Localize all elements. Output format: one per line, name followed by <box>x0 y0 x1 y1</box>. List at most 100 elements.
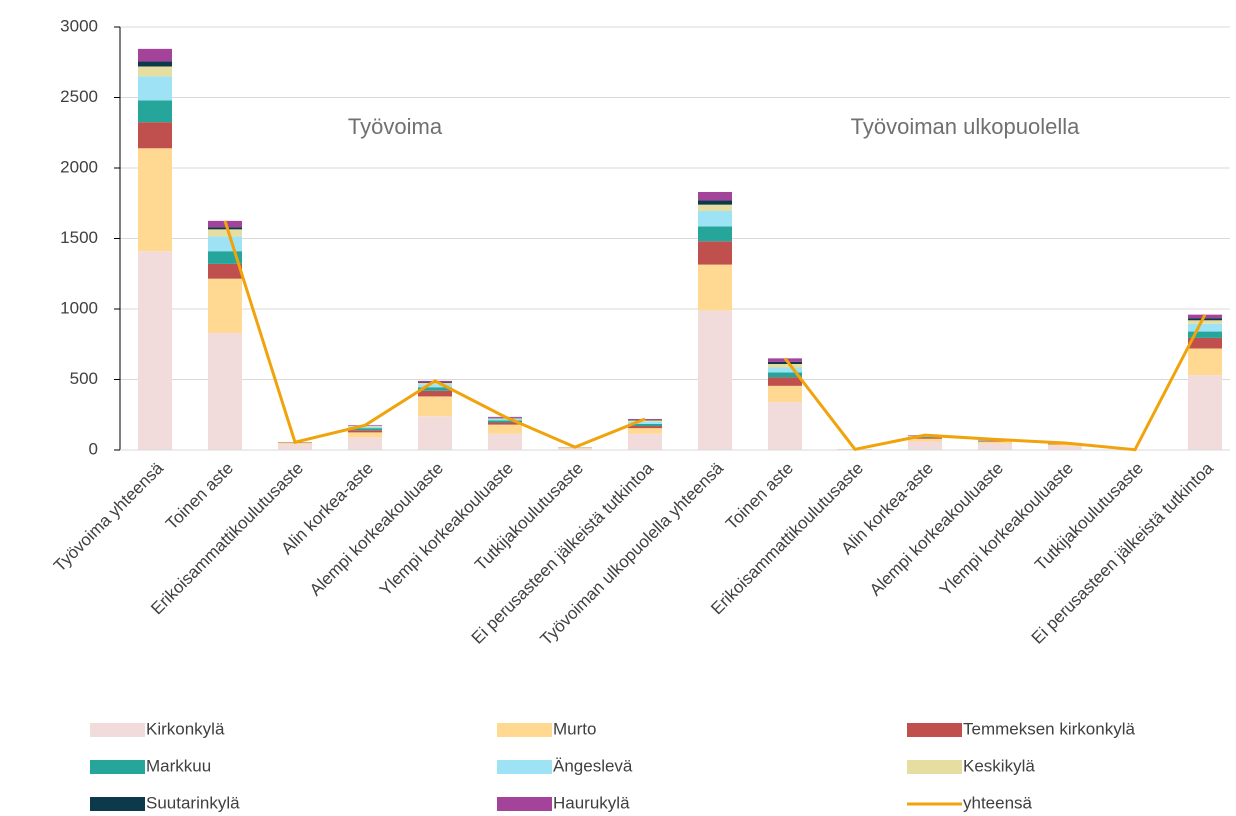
bar-segment <box>1188 337 1222 349</box>
bar-segment <box>908 441 942 450</box>
bar-segment <box>138 122 172 149</box>
bar-segment <box>418 387 452 391</box>
bar-segment <box>768 402 802 450</box>
bar-segment <box>418 390 452 397</box>
bar-segment <box>908 438 942 442</box>
bar-segment <box>698 204 732 212</box>
x-tick-label: Ylempi korkeakouluaste <box>936 459 1077 600</box>
bar-segment <box>908 436 942 438</box>
bar-segment <box>488 420 522 423</box>
legend-swatch <box>497 760 552 774</box>
legend-swatch <box>90 760 145 774</box>
bar-segment <box>768 372 802 378</box>
bar-segment <box>698 241 732 265</box>
bar-segment <box>768 385 802 403</box>
bar-segment <box>348 428 382 431</box>
bar-segment <box>348 437 382 450</box>
bar-segment <box>348 432 382 438</box>
bar-segment <box>488 433 522 450</box>
y-tick-label: 0 <box>89 439 98 458</box>
bar-segment <box>628 426 662 429</box>
annotation: Työvoima <box>348 114 443 139</box>
bar-segment <box>628 421 662 424</box>
bar-segment <box>628 420 662 422</box>
bar-segment <box>138 100 172 123</box>
bar-segment <box>418 383 452 385</box>
y-tick-label: 1500 <box>60 228 98 247</box>
bar-segment <box>138 148 172 252</box>
legend-label: Markkuu <box>146 756 211 775</box>
legend-label: Keskikylä <box>963 756 1035 775</box>
bar-segment <box>1188 375 1222 450</box>
bar-segment <box>278 444 312 450</box>
bar-segment <box>1048 445 1082 450</box>
bar-segment <box>978 440 1012 442</box>
legend-swatch <box>90 797 145 811</box>
x-tick-label: Toinen aste <box>162 459 237 534</box>
bar-segment <box>1188 348 1222 376</box>
bar-segment <box>208 229 242 237</box>
bar-segment <box>488 418 522 421</box>
bar-segment <box>768 361 802 364</box>
line-series <box>223 220 1207 452</box>
bar-segment <box>628 423 662 427</box>
bar-segment <box>488 424 522 434</box>
bar-segment <box>138 251 172 450</box>
legend-swatch <box>907 760 962 774</box>
bar-segment <box>1048 444 1082 446</box>
legend-swatch <box>907 723 962 737</box>
legend-label: yhteensä <box>963 793 1033 812</box>
bar-segment <box>978 443 1012 450</box>
bar-segment <box>348 426 382 429</box>
legend-label: Suutarinkylä <box>146 793 240 812</box>
y-tick-label: 1000 <box>60 298 98 317</box>
bar-segment <box>138 76 172 101</box>
bar-segment <box>698 310 732 450</box>
bar-segment <box>1188 318 1222 321</box>
y-tick-label: 500 <box>70 369 98 388</box>
annotation: Työvoiman ulkopuolella <box>851 114 1080 139</box>
bar-segment <box>1188 320 1222 324</box>
bar-segment <box>208 263 242 279</box>
bar-segment <box>628 428 662 434</box>
bar-segment <box>138 61 172 67</box>
bar-segment <box>628 433 662 450</box>
legend-label: Haurukylä <box>553 793 630 812</box>
bar-segment <box>908 437 942 439</box>
bar-segment <box>418 416 452 450</box>
bar-segment <box>418 384 452 388</box>
x-tick-label: Alempi korkeakouluaste <box>306 459 447 600</box>
bar-segment <box>418 396 452 417</box>
bar-segment <box>698 191 732 201</box>
bar-segment <box>1188 331 1222 338</box>
bar-segment <box>978 441 1012 444</box>
bar-segment <box>138 66 172 77</box>
bar-segment <box>768 367 802 373</box>
legend-label: Kirkonkylä <box>146 719 225 738</box>
bar-segment <box>698 264 732 311</box>
y-tick-label: 2500 <box>60 87 98 106</box>
y-tick-label: 2000 <box>60 157 98 176</box>
x-tick-label: Toinen aste <box>722 459 797 534</box>
bar-segment <box>208 278 242 333</box>
bar-segment <box>138 48 172 62</box>
bar-segment <box>698 226 732 242</box>
legend-swatch <box>90 723 145 737</box>
bar-segment <box>208 236 242 252</box>
bar-segment <box>768 377 802 386</box>
bar-segment <box>208 227 242 230</box>
legend-swatch <box>497 797 552 811</box>
bar-segment <box>488 418 522 419</box>
x-tick-label: Työvoima yhteensä <box>50 458 167 575</box>
legend-swatch <box>497 723 552 737</box>
bar-segment <box>208 332 242 450</box>
x-tick-label: Ylempi korkeakouluaste <box>376 459 517 600</box>
legend-label: Ängeslevä <box>553 756 633 775</box>
bar-segment <box>768 363 802 368</box>
bar-segment <box>208 251 242 264</box>
bar-segment <box>348 430 382 433</box>
bar-segment <box>488 422 522 425</box>
x-tick-label: Alempi korkeakouluaste <box>866 459 1007 600</box>
bar-segment <box>1188 323 1222 332</box>
